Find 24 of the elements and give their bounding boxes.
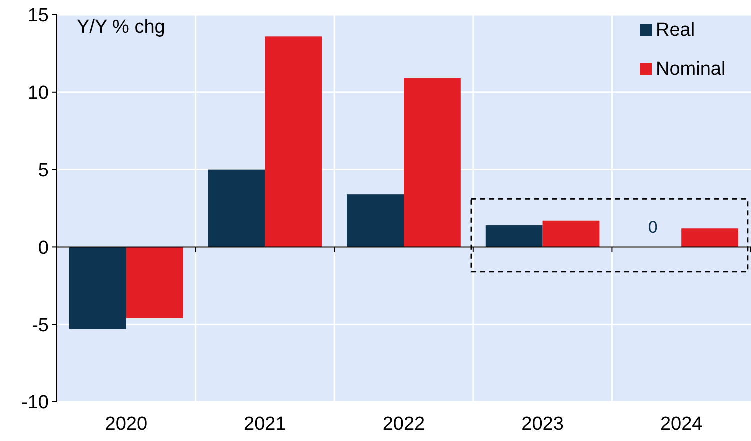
y-tick-label: -5 [32,315,49,336]
y-tick-label: 5 [38,160,49,182]
bar [347,194,404,248]
bar [486,226,543,248]
y-tick-label: 10 [28,83,49,104]
y-tick-label: 0 [38,238,49,259]
bar [69,247,126,330]
bar [542,220,600,248]
bar [126,247,184,318]
bar [265,36,322,248]
bar [404,78,461,248]
annotation: 0 [648,218,658,238]
x-tick-label: 2020 [105,414,148,435]
y-tick-label: -10 [22,392,49,414]
x-tick-label: 2023 [522,414,564,435]
legend-label: Real [656,20,696,41]
x-tick-label: 2024 [660,414,704,435]
y-tick-label: 15 [28,6,49,27]
bar [682,228,739,248]
y-axis-title: Y/Y % chg [77,17,166,38]
legend-label: Nominal [656,59,726,80]
x-tick-label: 2022 [382,414,426,435]
x-tick-label: 2021 [244,414,286,435]
bar [208,170,266,248]
